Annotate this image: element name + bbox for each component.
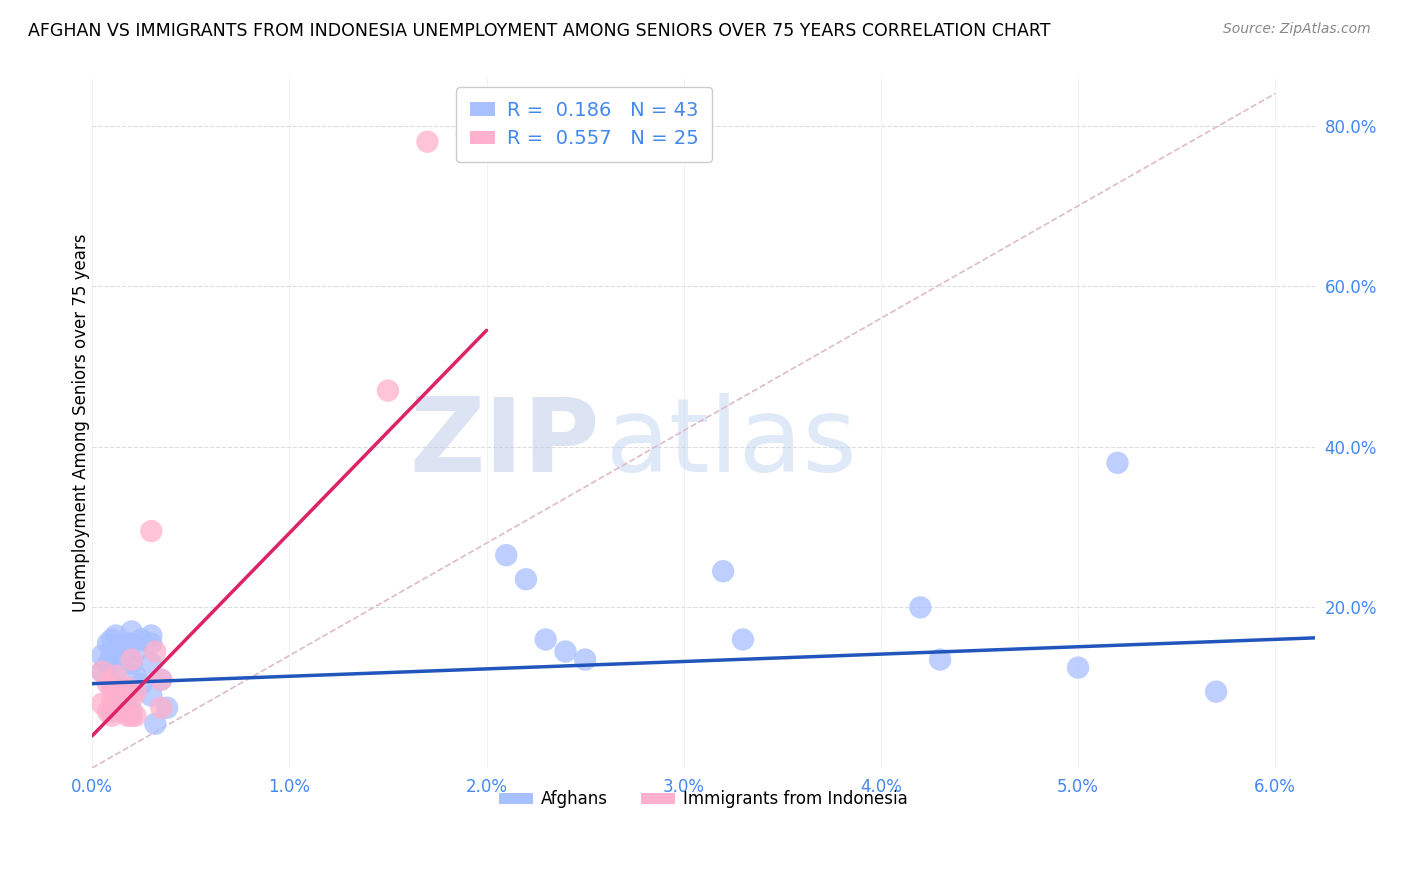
Point xyxy=(91,697,114,711)
Point xyxy=(117,689,139,703)
Point xyxy=(111,652,134,666)
Point xyxy=(150,673,173,687)
Point xyxy=(101,708,124,723)
Point xyxy=(101,692,124,706)
Point xyxy=(124,668,146,682)
Point xyxy=(121,705,143,719)
Point xyxy=(534,632,557,647)
Point xyxy=(111,636,134,650)
Point xyxy=(97,705,120,719)
Point xyxy=(117,708,139,723)
Point xyxy=(101,681,124,695)
Point xyxy=(101,676,124,690)
Point xyxy=(104,628,127,642)
Point xyxy=(143,644,166,658)
Point xyxy=(101,644,124,658)
Point xyxy=(101,705,124,719)
Point xyxy=(121,692,143,706)
Point xyxy=(121,657,143,671)
Text: ZIP: ZIP xyxy=(409,392,599,494)
Y-axis label: Unemployment Among Seniors over 75 years: Unemployment Among Seniors over 75 years xyxy=(72,234,90,612)
Point xyxy=(121,652,143,666)
Point xyxy=(97,657,120,671)
Point xyxy=(574,652,596,666)
Point xyxy=(111,684,134,698)
Point xyxy=(143,716,166,731)
Text: atlas: atlas xyxy=(606,392,858,494)
Point xyxy=(141,524,163,538)
Point xyxy=(1205,684,1227,698)
Point xyxy=(111,684,134,698)
Text: AFGHAN VS IMMIGRANTS FROM INDONESIA UNEMPLOYMENT AMONG SENIORS OVER 75 YEARS COR: AFGHAN VS IMMIGRANTS FROM INDONESIA UNEM… xyxy=(28,22,1050,40)
Point xyxy=(929,652,952,666)
Point xyxy=(117,681,139,695)
Point xyxy=(131,676,153,690)
Point xyxy=(141,636,163,650)
Point xyxy=(554,644,576,658)
Point xyxy=(104,668,127,682)
Point xyxy=(97,636,120,650)
Point xyxy=(91,648,114,663)
Point xyxy=(91,665,114,679)
Point xyxy=(141,628,163,642)
Point xyxy=(141,689,163,703)
Point xyxy=(711,564,734,578)
Point xyxy=(910,600,932,615)
Point xyxy=(124,644,146,658)
Point xyxy=(456,127,478,141)
Point xyxy=(101,652,124,666)
Point xyxy=(124,684,146,698)
Point xyxy=(101,632,124,647)
Point xyxy=(131,632,153,647)
Point xyxy=(1067,660,1090,674)
Legend: Afghans, Immigrants from Indonesia: Afghans, Immigrants from Indonesia xyxy=(492,783,914,815)
Point xyxy=(377,384,399,398)
Point xyxy=(416,135,439,149)
Point xyxy=(141,657,163,671)
Point xyxy=(104,697,127,711)
Point xyxy=(91,665,114,679)
Point xyxy=(97,676,120,690)
Point xyxy=(150,673,173,687)
Point xyxy=(121,624,143,639)
Point xyxy=(156,700,179,714)
Point xyxy=(515,572,537,586)
Point xyxy=(104,673,127,687)
Point xyxy=(731,632,754,647)
Point xyxy=(121,636,143,650)
Text: Source: ZipAtlas.com: Source: ZipAtlas.com xyxy=(1223,22,1371,37)
Point xyxy=(495,548,517,562)
Point xyxy=(111,705,134,719)
Point xyxy=(1107,456,1129,470)
Point xyxy=(124,708,146,723)
Point xyxy=(121,708,143,723)
Point xyxy=(150,700,173,714)
Point xyxy=(117,636,139,650)
